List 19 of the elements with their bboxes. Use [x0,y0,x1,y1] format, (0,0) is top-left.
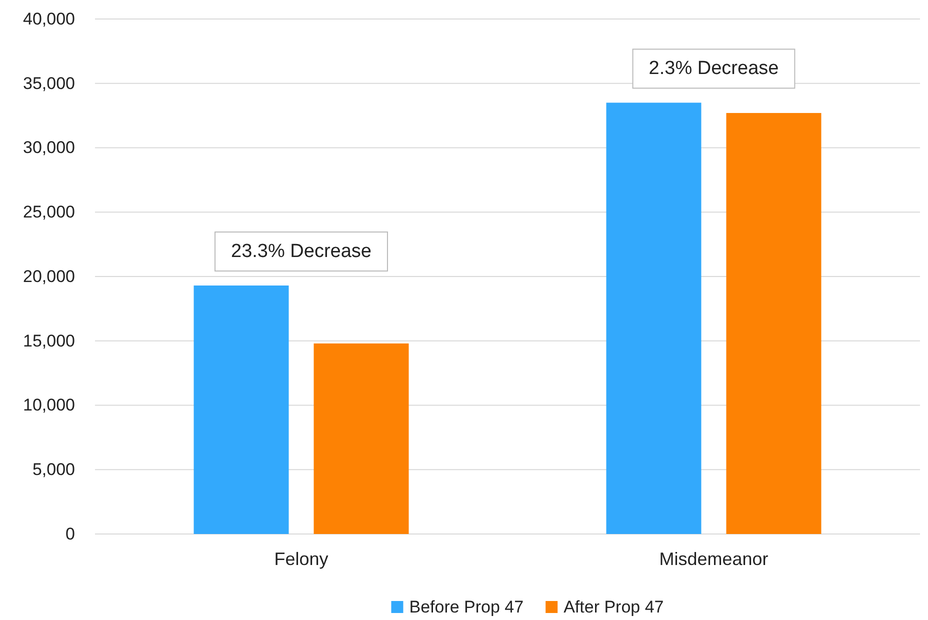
bar [314,343,409,534]
annotation: 2.3% Decrease [648,58,779,80]
y-tick-label: 15,000 [23,331,75,350]
x-tick-label: Misdemeanor [659,548,768,569]
legend-label: Before Prop 47 [409,598,524,616]
annotation: 23.3% Decrease [231,241,372,262]
bar [194,286,289,534]
y-tick-label: 5,000 [32,460,75,480]
y-tick-label: 10,000 [23,396,75,415]
bar [606,102,702,534]
y-tick-label: 35,000 [23,74,75,93]
legend-label: After Prop 47 [564,598,664,616]
y-tick-label: 30,000 [23,138,75,158]
x-tick-label: Felony [274,548,328,569]
y-tick-label: 20,000 [23,266,75,286]
y-tick-label: 25,000 [23,202,75,222]
y-tick-label: 40,000 [23,9,75,28]
y-tick-label: 0 [66,524,75,544]
bar [726,112,822,534]
